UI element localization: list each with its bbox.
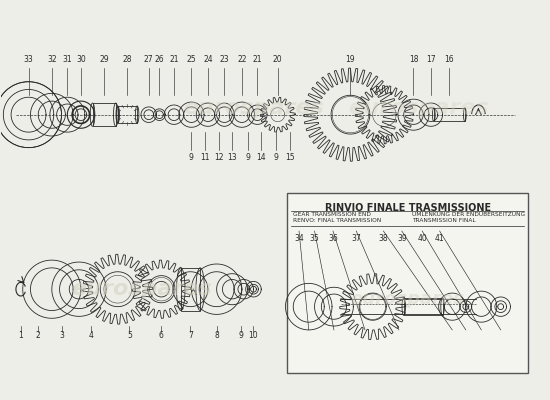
Text: 24: 24: [203, 55, 213, 64]
Text: 27: 27: [144, 55, 153, 64]
Text: 40: 40: [417, 234, 427, 243]
Text: 5: 5: [127, 331, 132, 340]
Bar: [118, 106, 137, 124]
Text: 41: 41: [435, 234, 444, 243]
Text: 30: 30: [76, 55, 86, 64]
Text: 16: 16: [444, 55, 454, 64]
Text: UMLENKUNG DER ENDÜBERSEITZUNG: UMLENKUNG DER ENDÜBERSEITZUNG: [411, 212, 525, 218]
Text: 23: 23: [219, 55, 229, 64]
Text: RENVO: FINAL TRANSMISSION: RENVO: FINAL TRANSMISSION: [293, 218, 382, 223]
Bar: [288, 193, 528, 372]
Text: GEAR TRANSMISSION END: GEAR TRANSMISSION END: [293, 212, 371, 218]
Text: 26: 26: [155, 55, 164, 64]
Text: 34: 34: [294, 234, 304, 243]
Bar: [181, 268, 200, 310]
Text: 18: 18: [409, 55, 418, 64]
Text: 14: 14: [256, 154, 266, 162]
Text: 38: 38: [378, 234, 388, 243]
Text: 20: 20: [273, 55, 283, 64]
Text: 15: 15: [285, 154, 295, 162]
Text: 9: 9: [245, 154, 250, 162]
Text: 12: 12: [214, 154, 223, 162]
Text: 3: 3: [59, 331, 64, 340]
Text: eurospares: eurospares: [348, 98, 489, 118]
Text: 32: 32: [47, 55, 57, 64]
Text: RINVIO FINALE TRASMISSIONE: RINVIO FINALE TRASMISSIONE: [324, 203, 491, 213]
Bar: [404, 298, 443, 315]
Text: 13: 13: [227, 154, 237, 162]
Text: 9: 9: [273, 154, 278, 162]
Text: 21: 21: [169, 55, 179, 64]
Text: eurospares: eurospares: [351, 290, 465, 308]
Text: 2: 2: [36, 331, 41, 340]
Text: 6: 6: [159, 331, 164, 340]
Text: 37: 37: [351, 234, 361, 243]
Text: 29: 29: [100, 55, 109, 64]
Text: 22: 22: [237, 55, 246, 64]
Text: 10: 10: [249, 331, 258, 340]
Text: 9: 9: [239, 331, 243, 340]
Text: 4: 4: [88, 331, 93, 340]
Text: 9: 9: [189, 154, 194, 162]
Text: eurospares: eurospares: [183, 98, 324, 118]
Text: 33: 33: [24, 55, 34, 64]
Text: eurospares: eurospares: [72, 279, 212, 299]
Text: 8: 8: [214, 331, 219, 340]
Text: 1: 1: [18, 331, 23, 340]
Text: 21: 21: [252, 55, 262, 64]
Text: 31: 31: [63, 55, 72, 64]
Text: 7: 7: [188, 331, 193, 340]
Text: 36: 36: [328, 234, 338, 243]
Text: 17: 17: [426, 55, 436, 64]
Text: 39: 39: [397, 234, 406, 243]
Text: 25: 25: [186, 55, 196, 64]
Text: 28: 28: [123, 55, 132, 64]
Bar: [434, 108, 465, 122]
Text: TRANSMISSION FINAL: TRANSMISSION FINAL: [411, 218, 475, 223]
Text: 35: 35: [310, 234, 320, 243]
Text: 19: 19: [345, 55, 355, 64]
Bar: [92, 103, 116, 126]
Text: 11: 11: [200, 154, 210, 162]
